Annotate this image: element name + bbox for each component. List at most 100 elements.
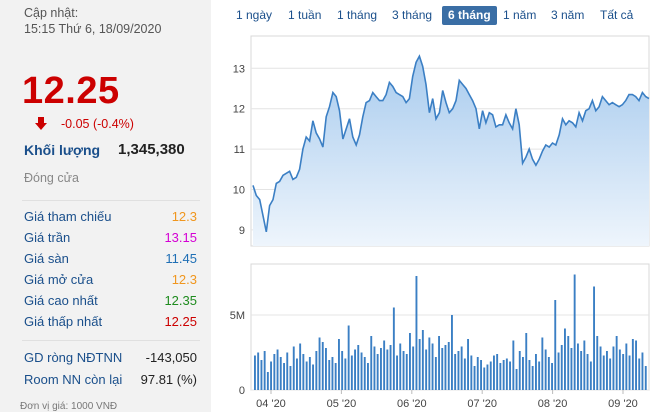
tab-1-year[interactable]: 1 năm — [503, 8, 537, 22]
foreign-net-label: GD ròng NĐTNN — [24, 350, 123, 365]
volume-bar — [373, 346, 376, 390]
volume-bar — [641, 352, 644, 390]
volume-bar — [515, 369, 518, 390]
volume-bar — [528, 360, 531, 390]
volume-bar — [276, 349, 279, 390]
volume-bar — [644, 366, 647, 390]
volume-bar — [312, 364, 314, 390]
volume-bar — [447, 342, 450, 390]
volume-bar — [266, 372, 269, 390]
volume-bar — [560, 345, 563, 390]
tab-1-month[interactable]: 1 tháng — [337, 8, 378, 22]
volume-bar — [625, 343, 628, 390]
price-tick-label: 13 — [233, 63, 245, 75]
volume-bar — [363, 357, 366, 390]
volume-bar — [279, 357, 282, 390]
volume-bar — [257, 352, 260, 390]
volume-bar — [434, 357, 437, 390]
floor-price-value: 11.45 — [165, 251, 197, 266]
volume-bar — [405, 354, 408, 390]
volume-bar — [509, 361, 511, 390]
current-price: 12.25 — [22, 70, 120, 112]
volume-bar — [283, 363, 285, 390]
price-tick-label: 9 — [239, 225, 245, 237]
low-price-label: Giá thấp nhất — [24, 314, 103, 329]
volume-bar — [486, 364, 489, 390]
volume-bar — [525, 333, 528, 390]
volume-axis: 0 5M — [230, 310, 245, 397]
volume-bar — [386, 349, 389, 390]
divider — [22, 200, 200, 201]
volume-bar — [593, 286, 595, 390]
volume-bar — [586, 354, 589, 390]
volume-bar — [638, 358, 641, 390]
volume-bar — [344, 358, 347, 390]
volume-grid — [250, 263, 650, 391]
volume-bar — [270, 361, 272, 390]
volume-bar — [580, 351, 583, 390]
volume-bar — [334, 363, 337, 390]
date-tick-label: 08 '20 — [538, 398, 568, 410]
date-tick-label: 05 '20 — [327, 398, 357, 410]
volume-bar — [544, 349, 547, 390]
volume-bar — [357, 345, 360, 390]
price-tick-label: 12 — [233, 104, 245, 116]
tab-1-week[interactable]: 1 tuần — [288, 8, 322, 22]
volume-bar — [480, 360, 482, 390]
volume-bar — [360, 352, 363, 390]
date-tick-label: 09 '20 — [608, 398, 638, 410]
volume-bar — [589, 361, 592, 390]
low-price-value: 12.25 — [164, 314, 197, 329]
volume-bar — [606, 351, 608, 390]
volume-bar — [596, 336, 599, 390]
volume-bar — [341, 351, 344, 390]
volume-bar — [392, 307, 395, 390]
volume-bar — [299, 343, 302, 390]
volume-tick-label: 0 — [239, 385, 245, 397]
volume-bar — [305, 361, 308, 390]
tab-6-months[interactable]: 6 tháng — [442, 6, 497, 25]
volume-bar — [412, 346, 415, 390]
update-time: 15:15 Thứ 6, 18/09/2020 — [24, 22, 162, 36]
volume-bar — [628, 355, 631, 390]
price-tick-label: 11 — [234, 144, 245, 156]
volume-bars — [254, 274, 647, 390]
price-area — [253, 56, 649, 247]
volume-bar — [396, 355, 398, 390]
volume-bar — [415, 276, 418, 390]
volume-bar — [476, 357, 479, 390]
tab-1-day[interactable]: 1 ngày — [236, 8, 273, 22]
volume-bar — [541, 337, 544, 390]
date-tick-label: 07 '20 — [467, 398, 497, 410]
price-tick-label: 10 — [233, 184, 245, 196]
volume-bar — [376, 354, 379, 390]
tab-all[interactable]: Tất cả — [600, 8, 634, 22]
volume-bar — [438, 336, 440, 390]
volume-bar — [302, 354, 305, 390]
volume-bar — [631, 339, 634, 390]
volume-bar — [273, 354, 276, 390]
volume-bar — [286, 352, 289, 390]
volume-bar — [538, 361, 541, 390]
volume-bar — [483, 367, 486, 390]
volume-bar — [467, 339, 469, 390]
high-price-value: 12.35 — [164, 293, 197, 308]
ceiling-price-value: 13.15 — [164, 230, 197, 245]
open-price-value: 12.3 — [171, 272, 197, 287]
volume-bar — [389, 345, 392, 390]
volume-bar — [531, 366, 534, 390]
tab-3-months[interactable]: 3 tháng — [392, 8, 433, 22]
down-arrow-icon — [35, 117, 47, 130]
volume-bar — [496, 354, 499, 390]
tab-3-years[interactable]: 3 năm — [551, 8, 585, 22]
volume-bar — [418, 339, 421, 390]
volume-bar — [441, 348, 444, 390]
volume-bar — [380, 348, 382, 390]
volume-bar — [567, 336, 570, 390]
volume-bar — [318, 337, 321, 390]
volume-bar — [554, 300, 557, 390]
volume-bar — [370, 336, 373, 390]
price-axis: 9 10 11 12 13 — [233, 63, 245, 237]
volume-bar — [463, 358, 466, 390]
volume-bar — [577, 343, 579, 390]
